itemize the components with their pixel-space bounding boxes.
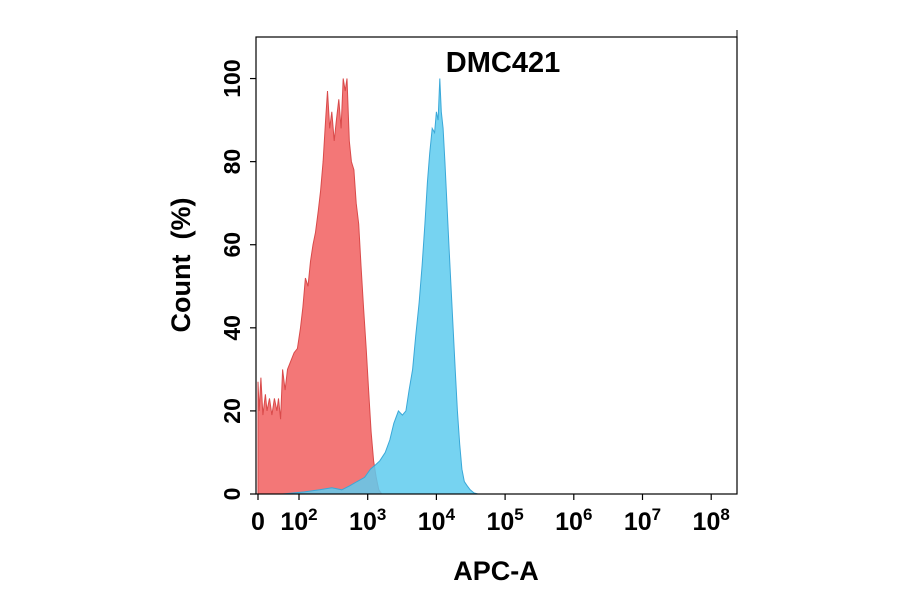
histogram-series-2 bbox=[282, 78, 478, 495]
y-tick-label: 80 bbox=[219, 149, 245, 175]
x-tick-label: 108 bbox=[693, 505, 730, 536]
x-tick-label: 103 bbox=[349, 505, 386, 536]
y-tick-label: 0 bbox=[219, 488, 245, 501]
x-tick-label: 104 bbox=[418, 505, 456, 536]
y-tick-label: 20 bbox=[219, 398, 245, 424]
histogram-series-1 bbox=[257, 78, 383, 495]
x-tick-label: 105 bbox=[486, 505, 523, 536]
y-axis-label: Count (%) bbox=[166, 198, 196, 333]
x-tick-label: 0 bbox=[251, 508, 265, 536]
chart-title: DMC421 bbox=[446, 47, 560, 79]
plot-frame bbox=[255, 36, 738, 495]
y-tick-label: 40 bbox=[219, 315, 245, 341]
x-tick-label: 106 bbox=[555, 505, 592, 536]
x-axis-label: APC-A bbox=[453, 556, 539, 586]
x-ticks: 0 102 103 104 105 106 107 108 bbox=[251, 494, 730, 536]
y-ticks: 0 20 40 60 80 100 bbox=[219, 59, 256, 500]
x-tick-label: 107 bbox=[624, 505, 661, 536]
y-tick-label: 60 bbox=[219, 232, 245, 258]
x-tick-label: 102 bbox=[280, 505, 317, 536]
series-layer bbox=[257, 78, 478, 495]
y-tick-label: 100 bbox=[219, 59, 245, 97]
